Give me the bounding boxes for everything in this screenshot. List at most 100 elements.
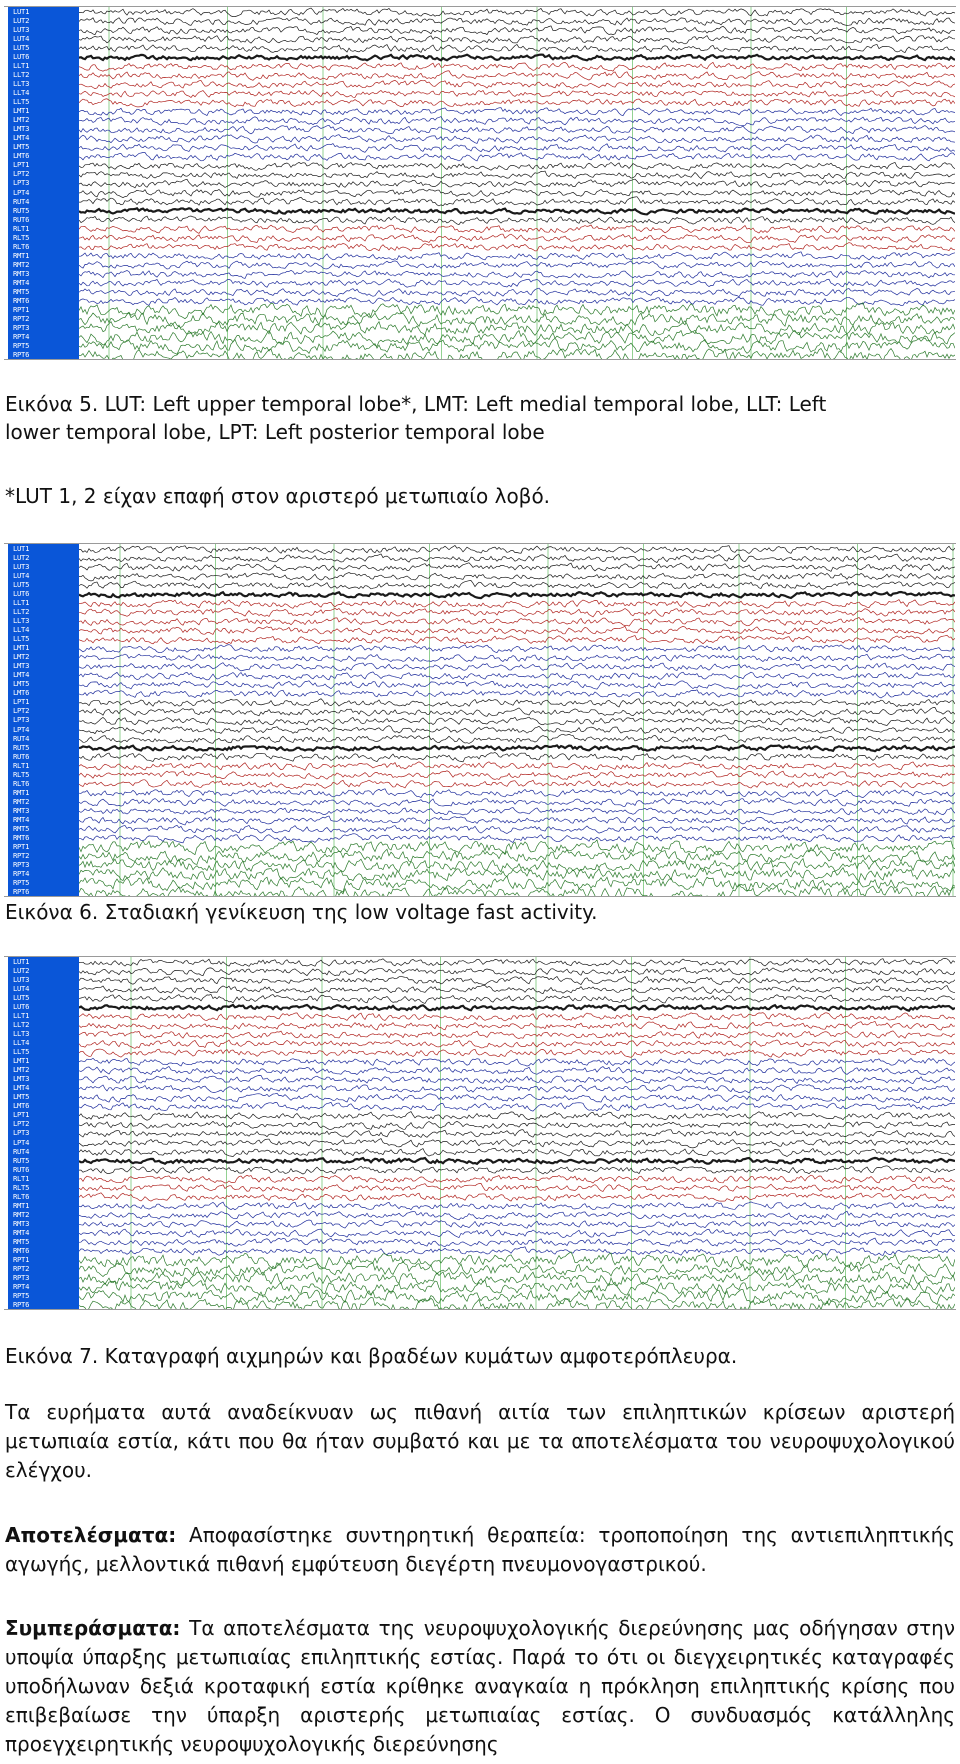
channel-label: LUT6 (13, 1002, 30, 1012)
channel-label: LUT2 (13, 553, 30, 563)
eeg-trace (79, 302, 955, 320)
eeg-trace (79, 61, 955, 72)
eeg-trace (79, 993, 955, 1004)
channel-label: LMT6 (13, 151, 30, 161)
eeg-trace (79, 975, 955, 986)
channel-label: RMT4 (13, 814, 30, 824)
conclusions-body: Τα αποτελέσματα της νευροψυχολογικής διε… (5, 1616, 955, 1756)
eeg-trace (79, 124, 955, 135)
channel-label: RLT6 (13, 1191, 30, 1201)
eeg-trace (79, 770, 955, 780)
channel-label: LPT3 (13, 715, 30, 725)
eeg-trace (79, 680, 955, 690)
channel-label: LUT1 (13, 957, 30, 966)
eeg-trace (79, 1156, 955, 1166)
channel-label: LMT2 (13, 1065, 30, 1075)
eeg-trace (79, 1237, 955, 1247)
eeg-trace (79, 545, 955, 555)
eeg-trace (79, 733, 955, 744)
channel-label: LUT3 (13, 562, 30, 572)
channel-label: RLT5 (13, 1182, 30, 1192)
channel-label: LLT2 (13, 70, 30, 80)
channel-label: RLT5 (13, 769, 30, 779)
channel-label-column: LUT1 LUT2 LUT3 LUT4 LUT5 LUT6 LLT1 LLT2 LLT3 LLT4… (8, 7, 79, 359)
channel-label: LMT3 (13, 661, 30, 671)
eeg-trace (79, 867, 955, 882)
eeg-trace (79, 689, 955, 699)
eeg-trace (79, 170, 955, 180)
channel-label: LMT2 (13, 652, 30, 662)
eeg-trace (79, 53, 955, 62)
channel-label: RUT4 (13, 733, 30, 743)
eeg-trace (79, 725, 955, 735)
channel-label: RLT1 (13, 1173, 30, 1183)
channel-label: RPT1 (13, 304, 30, 314)
results-body: Αποφασίστηκε συντηρητική θεραπεία: τροπο… (5, 1523, 955, 1576)
channel-label: LMT5 (13, 1092, 30, 1102)
channel-label: LUT3 (13, 975, 30, 985)
channel-label: RUT5 (13, 742, 30, 752)
conclusions-heading: Συμπεράσματα: (5, 1616, 181, 1640)
channel-label: RMT1 (13, 1200, 30, 1210)
channel-label: RLT5 (13, 232, 30, 242)
channel-label: RPT2 (13, 313, 30, 323)
eeg-trace (79, 152, 955, 162)
eeg-trace (79, 707, 955, 717)
eeg-trace (79, 599, 955, 609)
eeg-trace (79, 698, 955, 708)
channel-label: RUT4 (13, 1146, 30, 1156)
channel-label: LPT3 (13, 1128, 30, 1138)
eeg-trace (79, 797, 955, 807)
channel-label: RMT3 (13, 805, 30, 815)
channel-label: LUT4 (13, 984, 30, 994)
channel-label: RMT4 (13, 277, 30, 287)
eeg-trace (79, 89, 955, 98)
eeg-trace (79, 580, 955, 590)
channel-label: LUT5 (13, 580, 30, 590)
channel-label: LPT2 (13, 1119, 30, 1129)
channel-label: LLT1 (13, 598, 30, 608)
eeg-trace (79, 1270, 955, 1287)
channel-label: RPT3 (13, 1272, 30, 1282)
channel-label: LMT5 (13, 679, 30, 689)
channel-label: RPT5 (13, 877, 30, 887)
figure-5-caption-line-1: Εικόνα 5. LUT: Left upper temporal lobe*… (5, 392, 827, 416)
eeg-trace (79, 1039, 955, 1049)
eeg-trace (79, 1289, 955, 1305)
eeg-trace (79, 1147, 955, 1157)
eeg-trace (79, 1075, 955, 1085)
eeg-trace (79, 296, 955, 306)
eeg-trace (79, 625, 955, 636)
figure-5-caption: Εικόνα 5. LUT: Left upper temporal lobe*… (5, 390, 955, 446)
channel-label: LLT3 (13, 1029, 30, 1039)
channel-label: RPT6 (13, 886, 30, 896)
channel-label: RMT2 (13, 259, 30, 269)
eeg-trace (79, 107, 955, 117)
channel-label: LMT4 (13, 1083, 30, 1093)
eeg-traces (79, 544, 955, 896)
eeg-trace (79, 553, 955, 563)
eeg-trace (79, 161, 955, 171)
eeg-trace (79, 839, 955, 856)
eeg-figure-7: LUT1 LUT2 LUT3 LUT4 LUT5 LUT6 LLT1 LLT2 LLT3 LLT4… (4, 956, 956, 1310)
eeg-trace (79, 1111, 955, 1121)
channel-label: LUT4 (13, 34, 30, 44)
channel-label: RUT5 (13, 205, 30, 215)
channel-label: LMT6 (13, 1101, 30, 1111)
channel-label: LUT5 (13, 43, 30, 53)
channel-label: LMT3 (13, 1074, 30, 1084)
channel-label: RPT2 (13, 850, 30, 860)
eeg-trace (79, 634, 955, 645)
channel-label: LLT3 (13, 79, 30, 89)
eeg-trace (79, 807, 955, 816)
eeg-trace (79, 278, 955, 288)
channel-label-column: LUT1 LUT2 LUT3 LUT4 LUT5 LUT6 LLT1 LLT2 LLT3 LLT4… (8, 544, 79, 896)
eeg-trace (79, 958, 955, 967)
eeg-trace (79, 752, 955, 763)
channel-label: LUT1 (13, 544, 30, 553)
eeg-trace (79, 70, 955, 81)
eeg-trace (79, 824, 955, 834)
channel-label: LMT1 (13, 106, 30, 116)
channel-label: LUT6 (13, 52, 30, 62)
channel-label: RMT5 (13, 1236, 30, 1246)
